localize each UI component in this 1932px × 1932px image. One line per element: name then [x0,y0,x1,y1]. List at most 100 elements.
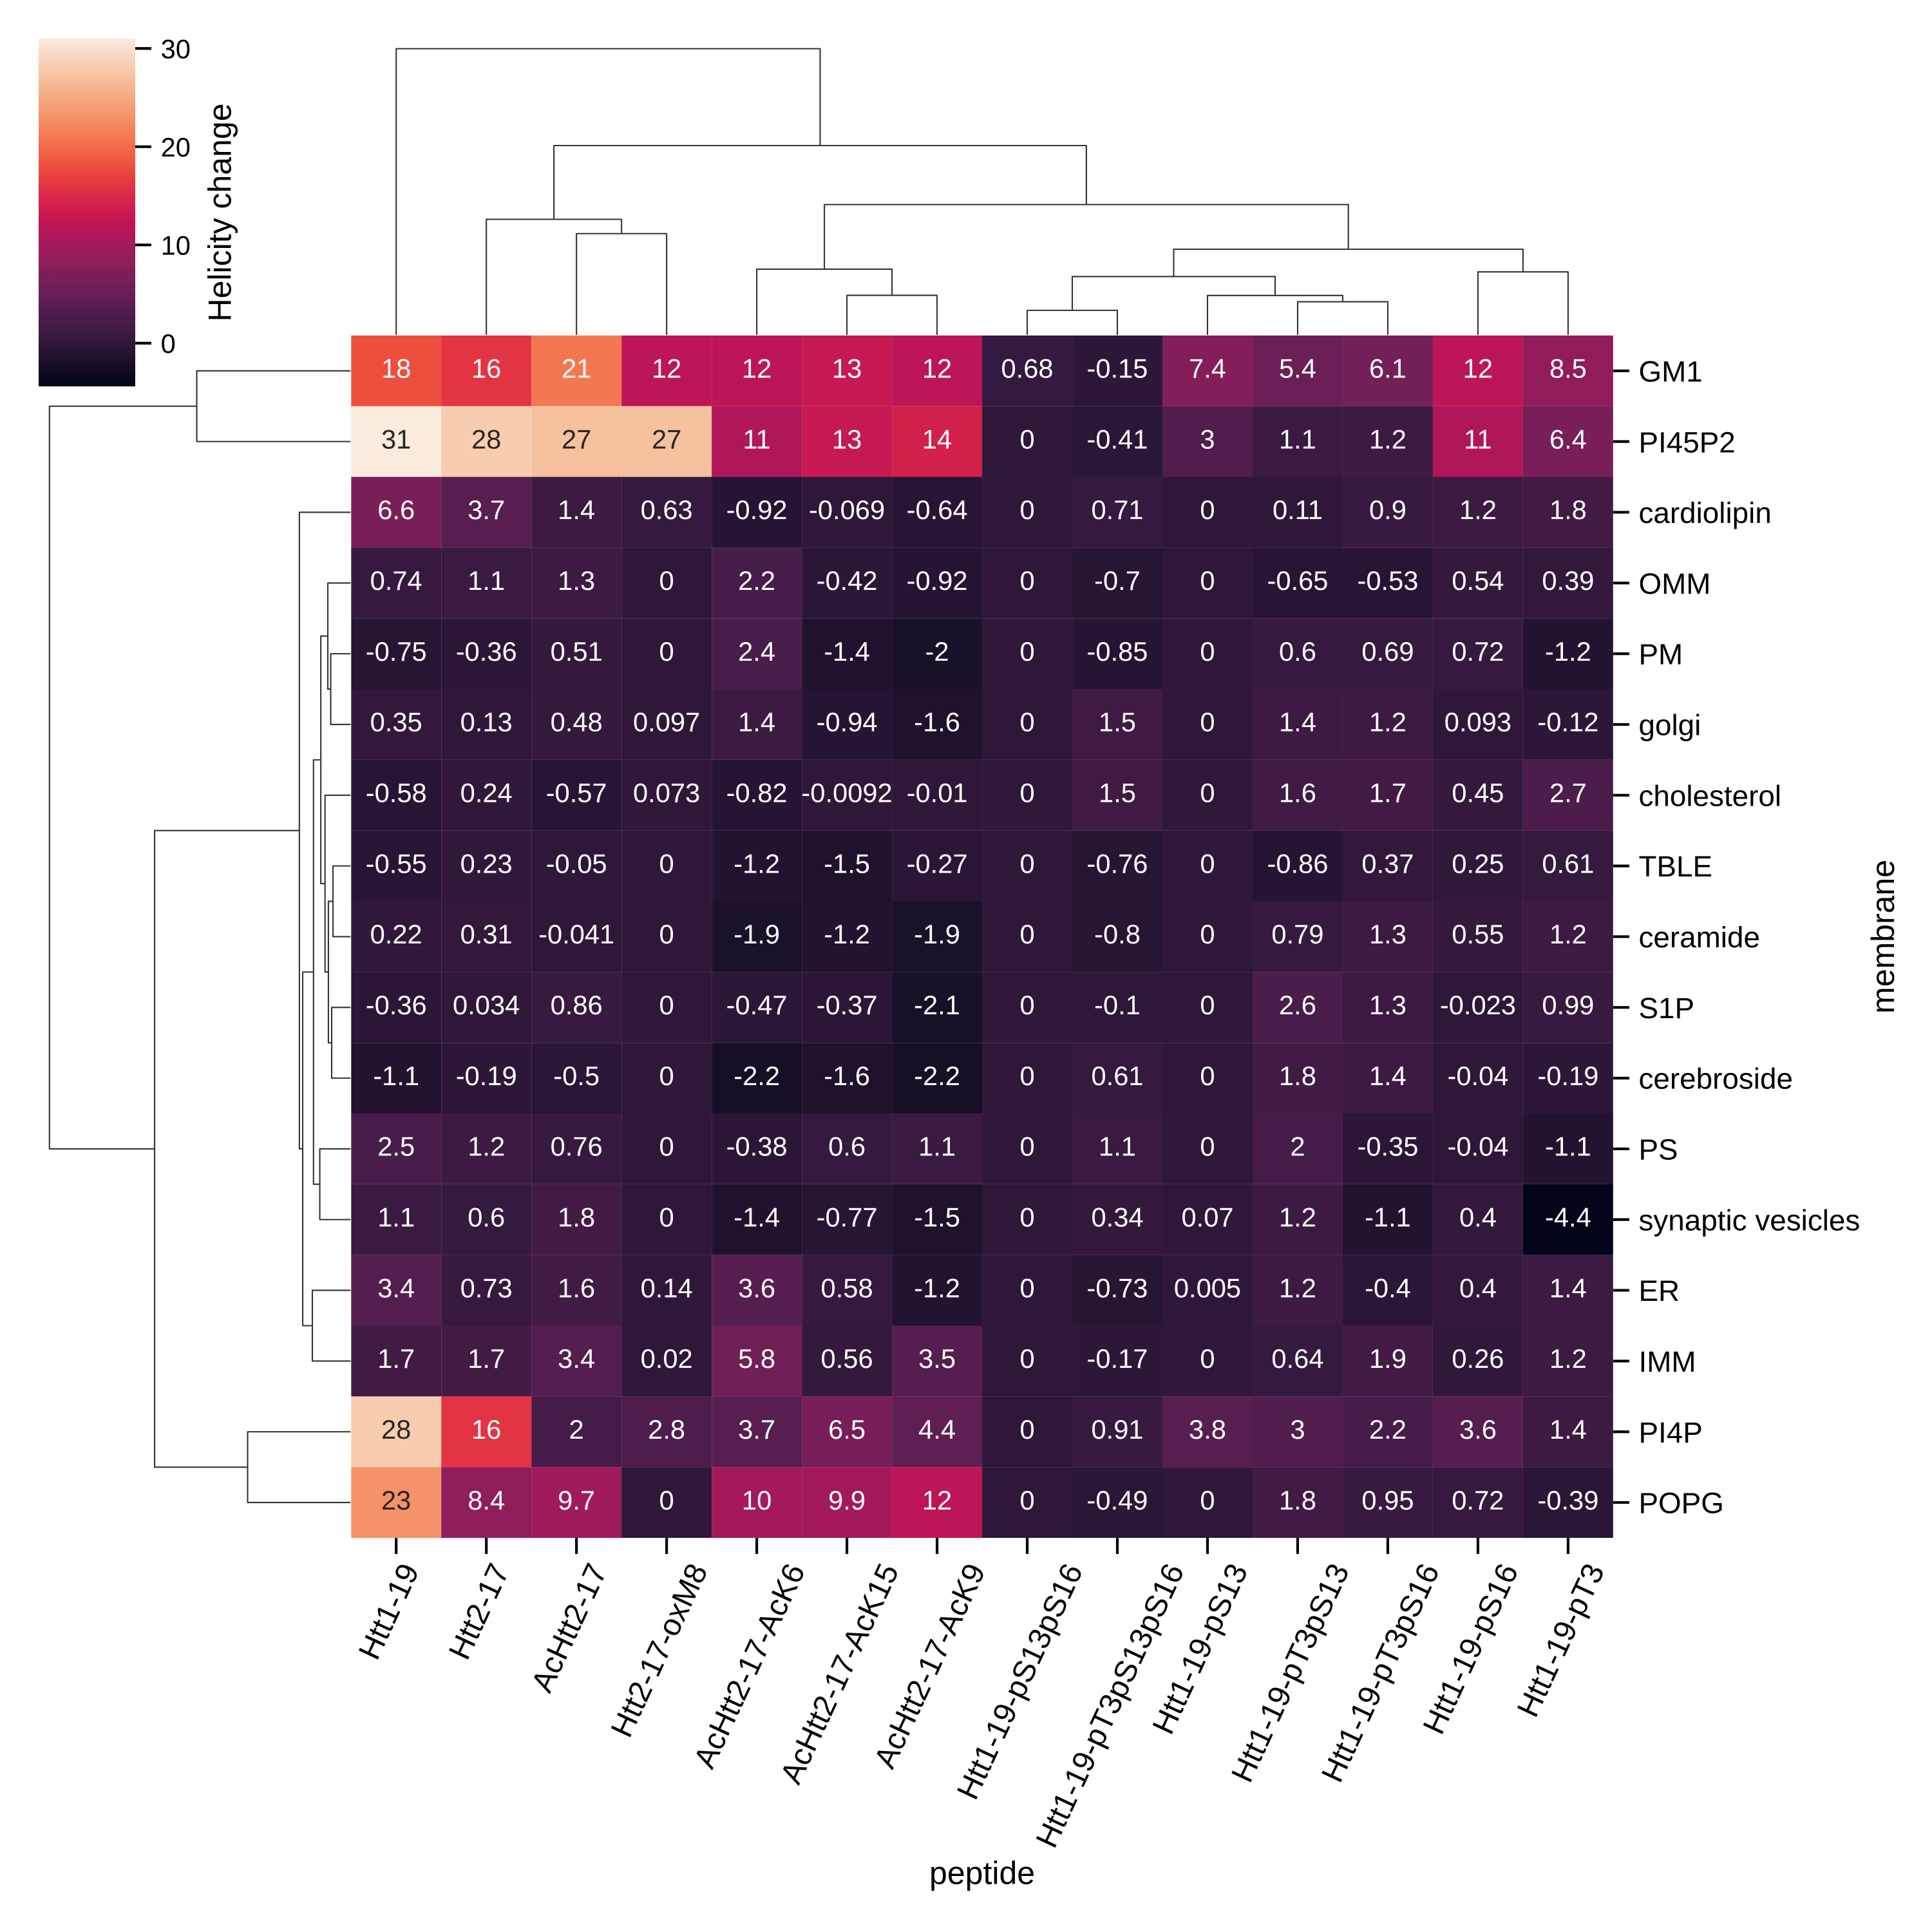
svg-text:0.64: 0.64 [1271,1343,1323,1374]
svg-text:0: 0 [1019,1202,1034,1233]
svg-text:-0.77: -0.77 [817,1202,878,1233]
svg-text:-0.35: -0.35 [1357,1132,1418,1162]
svg-text:0: 0 [1019,848,1034,878]
svg-text:cardiolipin: cardiolipin [1638,497,1771,529]
svg-text:0.31: 0.31 [460,919,513,949]
svg-text:-0.49: -0.49 [1087,1485,1148,1515]
svg-text:0.58: 0.58 [821,1273,873,1303]
svg-text:0.093: 0.093 [1444,707,1511,737]
svg-text:0.005: 0.005 [1174,1273,1241,1303]
svg-text:IMM: IMM [1638,1345,1696,1378]
svg-text:0.51: 0.51 [551,636,603,667]
svg-text:-0.85: -0.85 [1087,636,1148,667]
svg-text:12: 12 [1463,354,1493,384]
svg-text:0: 0 [659,565,674,596]
svg-text:-0.36: -0.36 [456,636,517,667]
svg-text:0: 0 [659,1061,674,1091]
svg-text:0.45: 0.45 [1452,778,1504,808]
svg-text:0: 0 [1019,495,1034,525]
svg-text:-1.2: -1.2 [734,848,780,878]
svg-text:-0.19: -0.19 [1537,1061,1598,1091]
svg-text:0.91: 0.91 [1091,1414,1143,1444]
svg-text:0: 0 [1200,778,1215,808]
svg-text:27: 27 [652,424,681,454]
svg-text:0.74: 0.74 [370,565,422,596]
svg-text:-2: -2 [925,636,949,667]
svg-text:-0.17: -0.17 [1087,1343,1148,1374]
svg-text:8.5: 8.5 [1549,354,1587,384]
svg-text:3: 3 [1290,1414,1305,1444]
svg-text:-1.5: -1.5 [824,848,870,878]
svg-text:0.54: 0.54 [1452,565,1504,596]
svg-text:0: 0 [659,990,674,1020]
svg-text:0.07: 0.07 [1181,1202,1233,1233]
svg-text:0.6: 0.6 [1279,636,1316,667]
svg-text:0.26: 0.26 [1452,1343,1504,1374]
svg-text:0.68: 0.68 [1001,354,1054,384]
svg-text:-1.2: -1.2 [914,1273,960,1303]
svg-text:-1.4: -1.4 [734,1202,780,1233]
svg-text:2.6: 2.6 [1279,990,1316,1020]
svg-text:11: 11 [1464,424,1492,454]
svg-text:0.61: 0.61 [1091,1061,1143,1091]
svg-text:-0.7: -0.7 [1094,565,1141,596]
svg-text:0: 0 [1019,424,1034,454]
svg-text:-0.0092: -0.0092 [801,778,892,808]
svg-text:-1.6: -1.6 [914,707,960,737]
svg-text:1.7: 1.7 [468,1343,505,1374]
svg-text:-0.05: -0.05 [546,848,607,878]
svg-text:1.4: 1.4 [1549,1273,1587,1303]
svg-text:12: 12 [922,1485,952,1515]
svg-text:-0.12: -0.12 [1537,707,1598,737]
svg-text:0: 0 [1019,1132,1034,1162]
svg-text:27: 27 [562,424,591,454]
svg-text:3: 3 [1200,424,1215,454]
svg-text:0: 0 [659,1132,674,1162]
svg-text:2.2: 2.2 [738,565,775,596]
svg-text:0.35: 0.35 [370,707,422,737]
svg-text:1.1: 1.1 [1099,1132,1136,1162]
svg-text:0.24: 0.24 [460,778,513,808]
svg-text:1.2: 1.2 [1549,919,1587,949]
svg-text:ceramide: ceramide [1638,921,1759,954]
svg-text:1.3: 1.3 [558,565,595,596]
svg-text:23: 23 [381,1485,411,1515]
svg-text:PM: PM [1638,638,1683,671]
svg-text:18: 18 [381,354,411,384]
svg-text:1.1: 1.1 [1279,424,1316,454]
svg-text:2.4: 2.4 [738,636,775,667]
svg-text:-0.55: -0.55 [366,848,427,878]
svg-text:-1.4: -1.4 [824,636,870,667]
svg-text:-0.82: -0.82 [726,778,788,808]
svg-text:0.39: 0.39 [1542,565,1594,596]
svg-text:-0.42: -0.42 [817,565,878,596]
svg-text:6.4: 6.4 [1549,424,1587,454]
svg-text:synaptic vesicles: synaptic vesicles [1638,1204,1860,1236]
svg-text:0.69: 0.69 [1361,636,1414,667]
svg-text:-1.9: -1.9 [914,919,960,949]
svg-text:1.6: 1.6 [558,1273,595,1303]
svg-text:14: 14 [922,424,952,454]
svg-text:0.56: 0.56 [821,1343,873,1374]
svg-text:golgi: golgi [1638,709,1701,742]
svg-text:0: 0 [1019,778,1034,808]
svg-text:3.5: 3.5 [918,1343,956,1374]
svg-text:1.7: 1.7 [377,1343,415,1374]
svg-text:6.6: 6.6 [377,495,415,525]
svg-text:1.3: 1.3 [1369,919,1406,949]
svg-text:4.4: 4.4 [918,1414,956,1444]
svg-text:21: 21 [562,354,591,384]
svg-text:cerebroside: cerebroside [1638,1063,1792,1095]
svg-text:12: 12 [922,354,952,384]
svg-text:0: 0 [659,919,674,949]
svg-text:0.6: 0.6 [828,1132,866,1162]
svg-text:1.7: 1.7 [1369,778,1406,808]
svg-text:PS: PS [1638,1133,1678,1166]
svg-text:1.2: 1.2 [1369,707,1406,737]
svg-text:1.5: 1.5 [1099,778,1136,808]
svg-text:0: 0 [1019,565,1034,596]
svg-text:10: 10 [742,1485,772,1515]
svg-text:-2.2: -2.2 [914,1061,960,1091]
svg-text:28: 28 [471,424,501,454]
svg-text:0.073: 0.073 [633,778,700,808]
